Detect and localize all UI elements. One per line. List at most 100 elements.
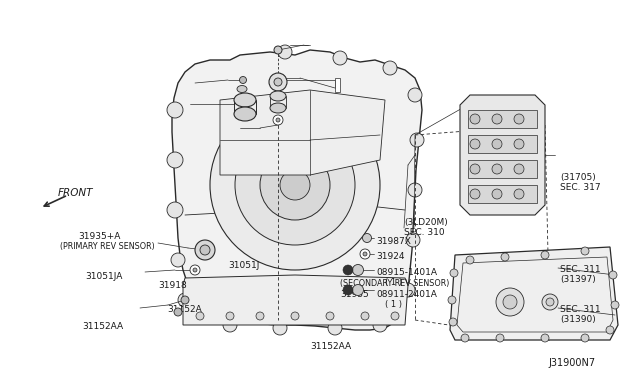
Bar [468,110,537,128]
Circle shape [343,285,353,295]
Circle shape [373,318,387,332]
Circle shape [542,294,558,310]
Circle shape [466,256,474,264]
Circle shape [514,139,524,149]
Bar [468,160,537,178]
Text: (PRIMARY REV SENSOR): (PRIMARY REV SENSOR) [60,242,155,251]
Circle shape [210,100,380,270]
Circle shape [609,271,617,279]
Ellipse shape [237,86,247,93]
Ellipse shape [270,91,286,101]
Circle shape [274,78,282,86]
Circle shape [326,312,334,320]
Circle shape [470,114,480,124]
Circle shape [406,233,420,247]
Circle shape [470,164,480,174]
Text: FRONT: FRONT [58,188,93,198]
Text: SEC. 311: SEC. 311 [560,265,600,274]
Text: 31152A: 31152A [167,305,202,314]
Text: 31918: 31918 [158,281,187,290]
Circle shape [167,152,183,168]
Circle shape [171,253,185,267]
Circle shape [448,296,456,304]
Circle shape [408,88,422,102]
Circle shape [333,51,347,65]
Circle shape [276,118,280,122]
Circle shape [200,245,210,255]
Bar [468,185,537,203]
Circle shape [606,326,614,334]
Text: (31390): (31390) [560,315,596,324]
Polygon shape [220,90,385,175]
Circle shape [291,312,299,320]
Circle shape [496,334,504,342]
Circle shape [501,253,509,261]
Circle shape [226,312,234,320]
Text: J31900N7: J31900N7 [548,358,595,368]
Text: 08915-1401A: 08915-1401A [376,268,437,277]
Text: SEC. 310: SEC. 310 [404,228,445,237]
Circle shape [449,318,457,326]
Circle shape [496,288,524,316]
Circle shape [363,252,367,256]
Bar [335,78,340,92]
Circle shape [362,234,371,243]
Text: 31935+A: 31935+A [78,232,120,241]
Circle shape [269,73,287,91]
Text: 31924: 31924 [376,252,404,261]
Circle shape [461,334,469,342]
Circle shape [492,114,502,124]
Polygon shape [172,50,422,330]
Circle shape [167,102,183,118]
Circle shape [581,334,589,342]
Circle shape [514,114,524,124]
Circle shape [328,321,342,335]
Circle shape [256,312,264,320]
Text: 08911-2401A: 08911-2401A [376,290,437,299]
Text: (3LD20M): (3LD20M) [404,218,448,227]
Circle shape [541,251,549,259]
Bar [468,135,537,153]
Text: SEC. 317: SEC. 317 [560,183,600,192]
Circle shape [581,247,589,255]
Circle shape [196,312,204,320]
Circle shape [391,312,399,320]
Circle shape [181,296,189,304]
Circle shape [383,61,397,75]
Circle shape [492,139,502,149]
Circle shape [503,295,517,309]
Circle shape [470,189,480,199]
Circle shape [401,283,415,297]
Circle shape [167,202,183,218]
Text: 31051JA: 31051JA [85,272,122,281]
Text: (SECONDARY REV SENSOR): (SECONDARY REV SENSOR) [340,279,449,288]
Circle shape [235,125,355,245]
Circle shape [408,183,422,197]
Circle shape [195,240,215,260]
Circle shape [514,189,524,199]
Ellipse shape [234,107,256,121]
Text: SEC. 311: SEC. 311 [560,305,600,314]
Circle shape [174,308,182,316]
Circle shape [190,265,200,275]
Text: 31987X: 31987X [376,237,411,246]
Circle shape [343,265,353,275]
Text: (31397): (31397) [560,275,596,284]
Text: 31152AA: 31152AA [310,342,351,351]
Circle shape [273,321,287,335]
Circle shape [223,318,237,332]
Circle shape [274,46,282,54]
Circle shape [611,301,619,309]
Circle shape [360,249,370,259]
Text: 31152AA: 31152AA [82,322,123,331]
Circle shape [280,170,310,200]
Circle shape [353,264,364,276]
Text: M: M [345,267,351,273]
Polygon shape [460,95,545,215]
Text: ( 1 ): ( 1 ) [385,278,402,287]
Circle shape [260,150,330,220]
Text: N: N [346,288,351,292]
Circle shape [546,298,554,306]
Circle shape [178,293,192,307]
Circle shape [492,189,502,199]
